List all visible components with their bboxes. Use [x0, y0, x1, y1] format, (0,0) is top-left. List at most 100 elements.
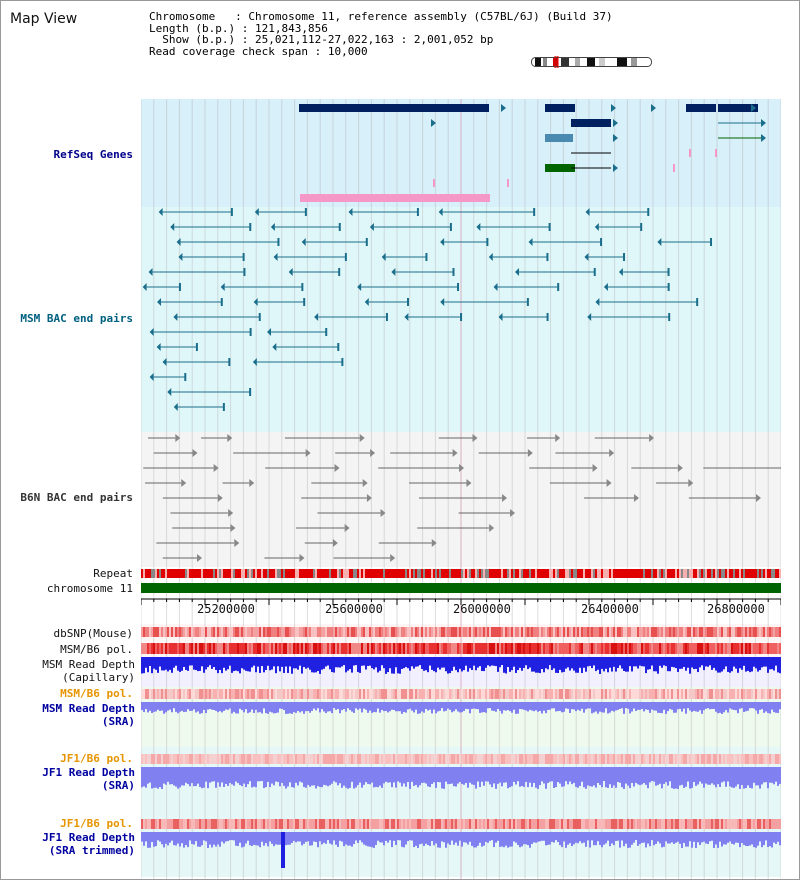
depth-bar [201, 832, 203, 846]
depth-bar [559, 657, 561, 670]
heat-cell [529, 643, 531, 654]
track-label-chromosome[interactable]: chromosome 11 [46, 582, 133, 595]
bac-end-marker [489, 524, 495, 532]
depth-bar [205, 702, 207, 714]
heat-cell [431, 754, 433, 764]
depth-bar [595, 657, 597, 672]
heat-cell [741, 689, 743, 699]
depth-bar [641, 702, 643, 709]
heat-cell [587, 627, 589, 637]
depth-bar [483, 832, 485, 846]
axis-tick-label: 26800000 [707, 602, 765, 616]
depth-bar [407, 832, 409, 842]
depth-bar [381, 832, 383, 843]
depth-bar [455, 767, 457, 787]
track-label-msm-b6-pol-2[interactable]: MSM/B6 pol. [60, 687, 133, 700]
coverage-value: 10,000 [327, 44, 368, 58]
depth-bar [629, 702, 631, 714]
bac-end-marker [381, 253, 386, 261]
heat-cell [289, 689, 291, 699]
track-label-msm-depth-sra[interactable]: MSM Read Depth (SRA) [1, 702, 135, 728]
depth-bar [751, 657, 753, 672]
heat-cell [311, 689, 313, 699]
repeat-element [659, 569, 661, 578]
depth-bar [459, 657, 461, 669]
depth-bar [227, 657, 229, 670]
chromosome-ideogram[interactable] [531, 53, 653, 72]
depth-bar [647, 767, 649, 789]
heat-cell [197, 627, 199, 637]
track-label-jf1-b6-pol[interactable]: JF1/B6 pol. [60, 752, 133, 765]
depth-bar [287, 657, 289, 673]
track-label-refseq[interactable]: RefSeq Genes [53, 148, 133, 161]
depth-bar [365, 832, 367, 846]
depth-bar [531, 702, 533, 711]
depth-bar [161, 702, 163, 711]
depth-bar [555, 657, 557, 673]
heat-cell [305, 819, 307, 829]
heat-cell [369, 627, 371, 637]
track-label-jf1-depth-trimmed[interactable]: JF1 Read Depth (SRA trimmed) [1, 831, 135, 857]
track-label-msm-b6-pol[interactable]: MSM/B6 pol. [60, 643, 133, 656]
heat-cell [585, 643, 587, 654]
track-label-jf1-depth-sra[interactable]: JF1 Read Depth (SRA) [1, 766, 135, 792]
track-label-dbsnp[interactable]: dbSNP(Mouse) [53, 627, 133, 640]
depth-bar [303, 832, 305, 844]
heat-cell [449, 627, 451, 637]
depth-bar [223, 767, 225, 787]
heat-cell [209, 689, 211, 699]
repeat-element [627, 569, 629, 578]
track-label-b6n-bac[interactable]: B6N BAC end pairs [20, 491, 133, 504]
depth-bar [595, 702, 597, 712]
heat-cell [371, 643, 373, 654]
heat-cell [399, 754, 401, 764]
heat-cell [639, 689, 641, 699]
depth-bar [399, 702, 401, 712]
feature-canvas[interactable] [141, 99, 781, 879]
heat-cell [689, 689, 691, 699]
heat-cell [219, 643, 221, 654]
bac-end-marker [230, 524, 236, 532]
heat-cell [357, 754, 359, 764]
track-label-jf1-b6-pol-2[interactable]: JF1/B6 pol. [60, 817, 133, 830]
depth-bar [397, 657, 399, 674]
heat-cell [465, 819, 467, 829]
track-label-repeat[interactable]: Repeat [93, 567, 133, 580]
heat-cell [411, 754, 413, 764]
heat-cell [633, 643, 635, 654]
heat-cell [481, 627, 483, 637]
depth-bar [333, 657, 335, 673]
heat-cell [389, 643, 391, 654]
depth-bar [669, 767, 671, 782]
repeat-element [343, 569, 345, 578]
depth-bar [269, 702, 271, 712]
depth-bar [769, 767, 771, 783]
page-title: Map View [10, 11, 78, 27]
heat-cell [667, 819, 669, 829]
bac-end-marker [407, 298, 410, 306]
heat-cell [333, 689, 335, 699]
heat-cell [631, 819, 633, 829]
heat-cell [407, 689, 409, 699]
repeat-element [661, 569, 663, 578]
depth-bar [625, 832, 627, 844]
depth-bar [171, 832, 173, 841]
depth-bar [679, 767, 681, 786]
heat-cell [415, 627, 417, 637]
features-layer[interactable] [141, 99, 781, 879]
depth-bar [581, 767, 583, 782]
depth-bar [461, 767, 463, 785]
heat-cell [655, 643, 657, 654]
track-area[interactable] [141, 99, 781, 879]
depth-bar [557, 702, 559, 712]
heat-cell [667, 627, 669, 637]
track-label-msm-depth-capillary[interactable]: MSM Read Depth (Capillary) [1, 658, 135, 684]
depth-bar [387, 702, 389, 713]
track-label-msm-bac[interactable]: MSM BAC end pairs [20, 312, 133, 325]
depth-bar [147, 702, 149, 713]
depth-bar [759, 657, 761, 671]
heat-cell [663, 689, 665, 699]
label-line: JF1 Read Depth [42, 766, 135, 779]
heat-cell [193, 819, 195, 829]
depth-bar [493, 767, 495, 784]
